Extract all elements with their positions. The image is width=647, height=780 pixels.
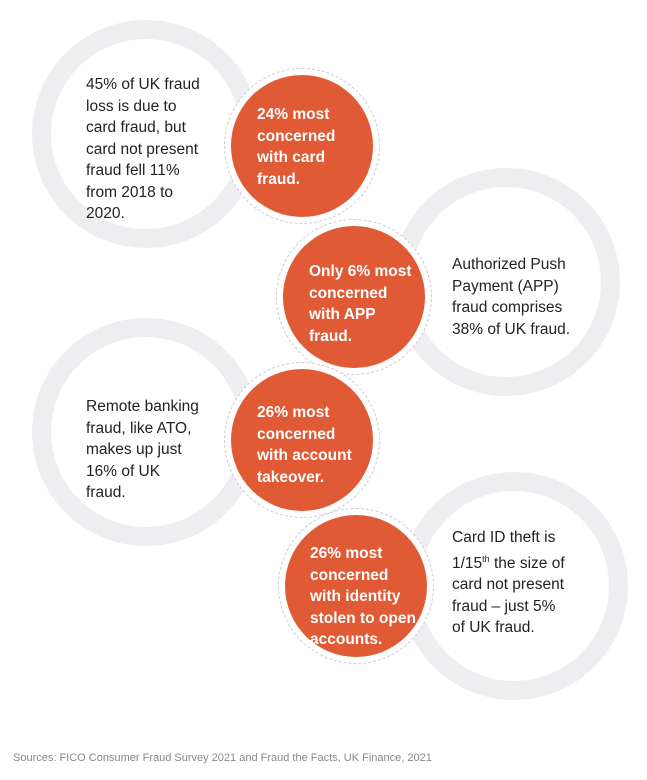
concern-circle-3 (231, 369, 373, 511)
concern-text-2: Only 6% most concerned with APP fraud. (309, 263, 412, 345)
superscript: th (482, 553, 490, 564)
fact-text-2: Authorized Push Payment (APP) fraud comp… (452, 256, 571, 338)
concern-text-4: 26% most concerned with identity stolen … (310, 545, 416, 648)
fact-text-3: Remote banking fraud, like ATO, makes up… (86, 398, 199, 501)
fact-text-1: 45% of UK fraud loss is due to card frau… (86, 76, 200, 222)
sources-note: Sources: FICO Consumer Fraud Survey 2021… (13, 752, 432, 764)
concern-text-1: 24% most concerned with card fraud. (257, 106, 336, 188)
fact-text-4-part: Card ID theft is 1/15 (452, 529, 556, 572)
concern-text-3: 26% most concerned with account takeover… (257, 404, 352, 486)
concern-circle-2 (283, 226, 425, 368)
concern-circle-4 (285, 515, 427, 657)
concern-circle-1 (231, 75, 373, 217)
fact-text-4: Card ID theft is 1/15th the size of card… (452, 527, 565, 639)
fact-text-4-part: the size of card not present fraud – jus… (452, 554, 565, 637)
